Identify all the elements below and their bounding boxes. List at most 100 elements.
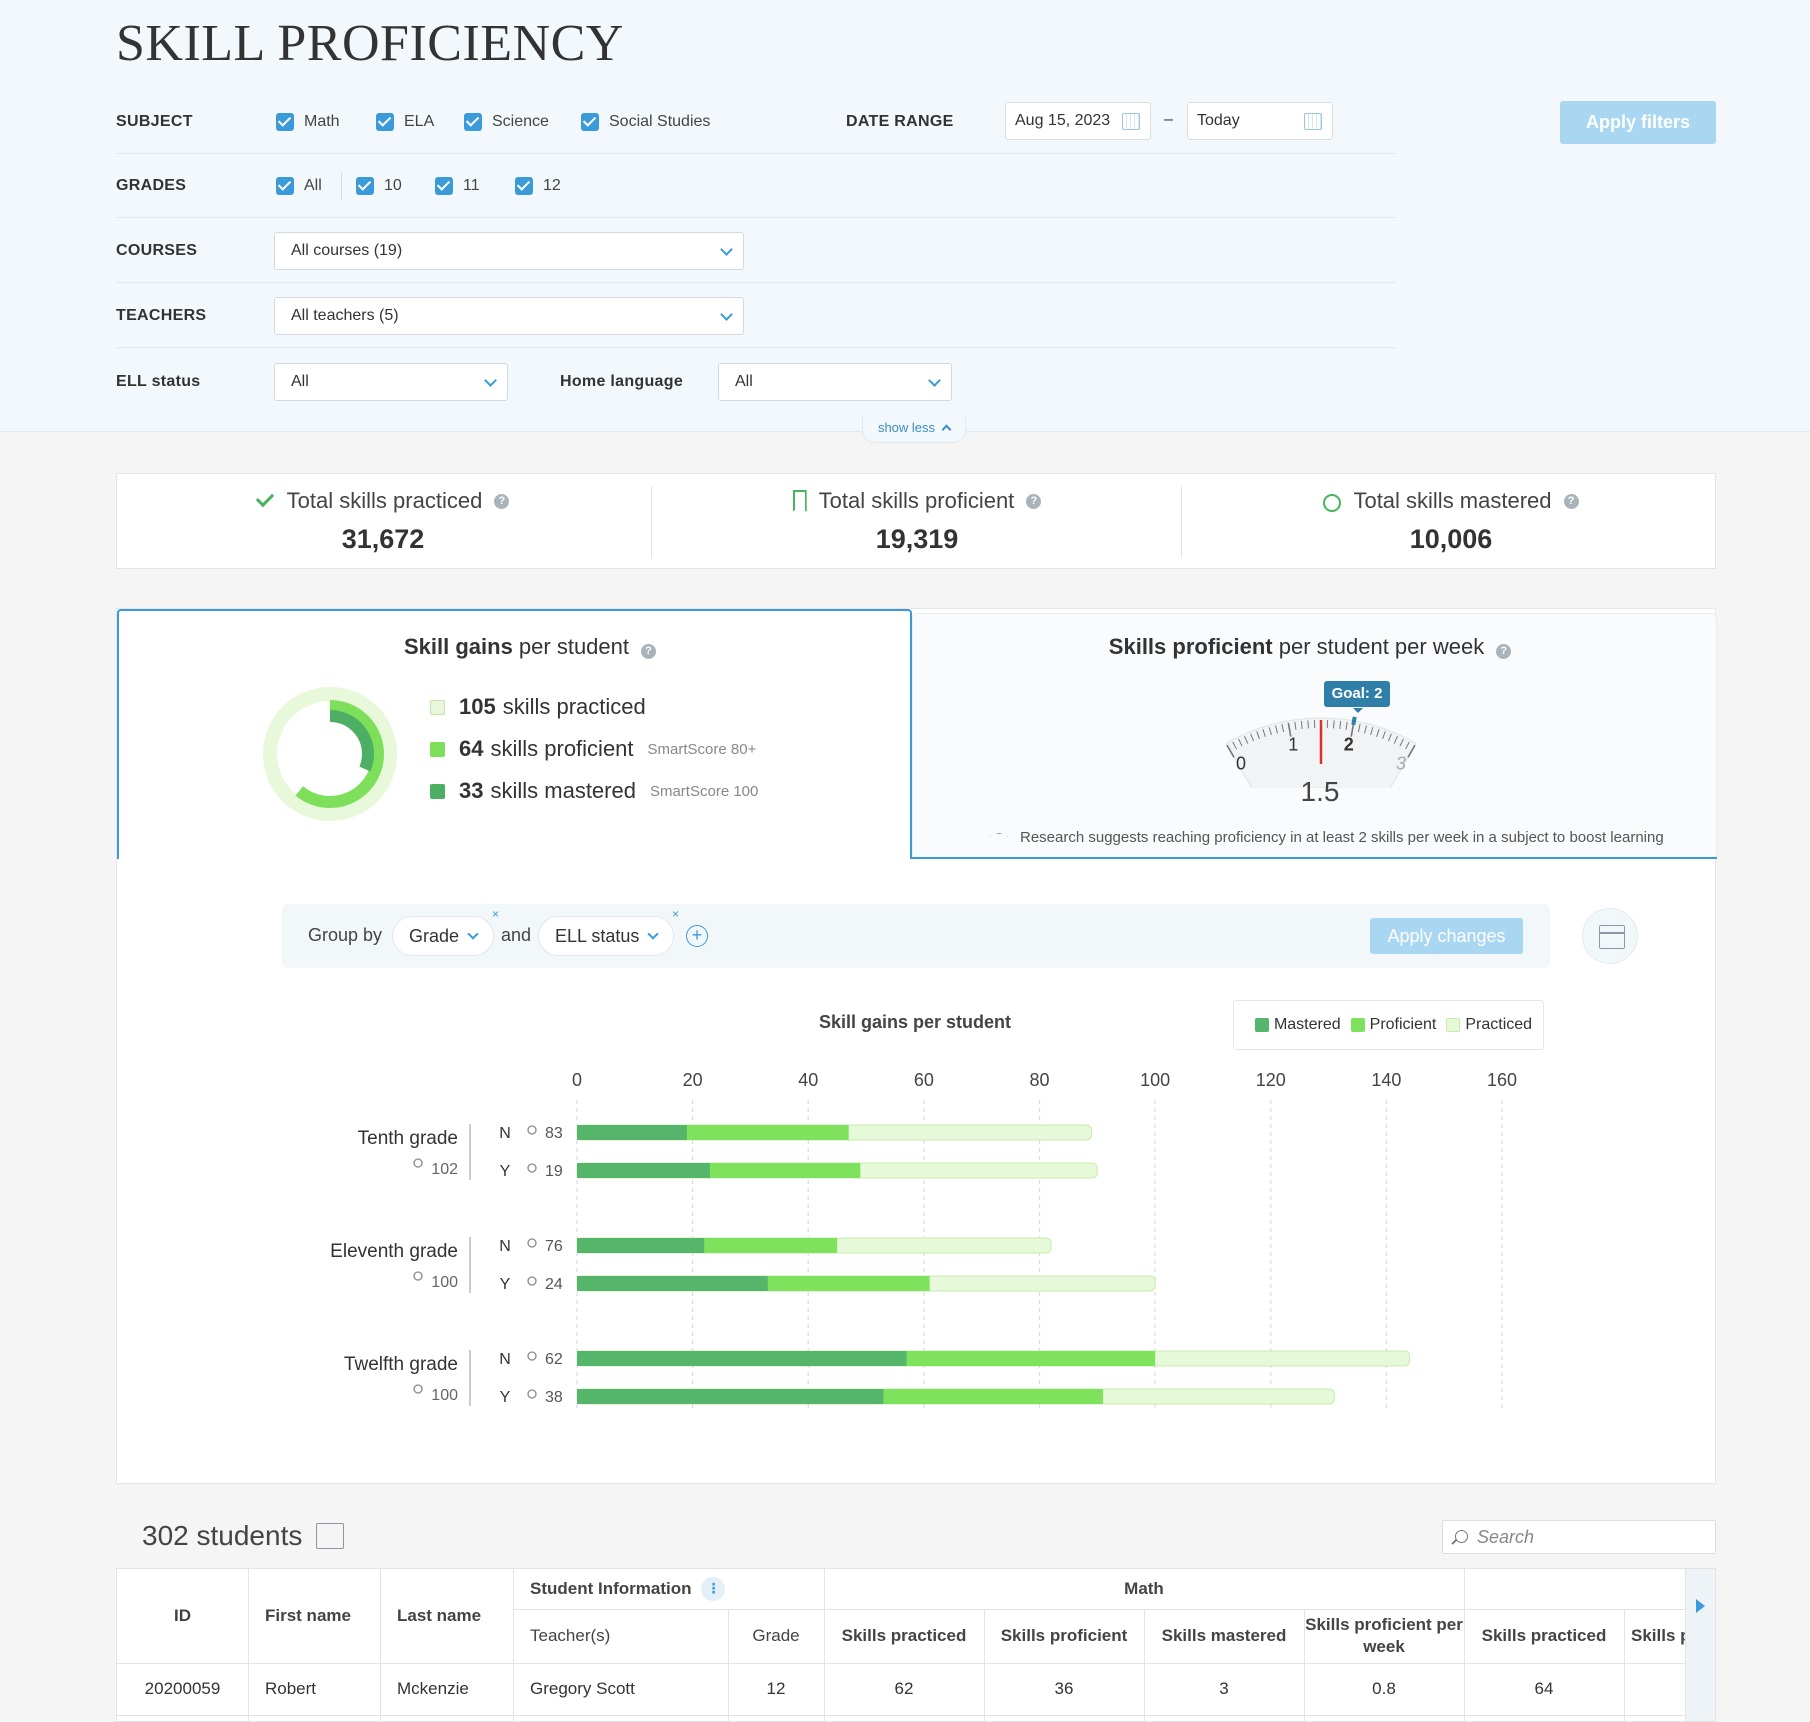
stat-practiced: Total skills practiced? 31,672	[117, 474, 649, 570]
calendar-icon[interactable]	[1122, 113, 1140, 130]
col-proficient-header[interactable]: Skills proficient	[1000, 1626, 1128, 1645]
search-icon	[1455, 1530, 1468, 1543]
row-label: N	[499, 1125, 511, 1142]
calendar-icon[interactable]	[1304, 113, 1322, 130]
grade-11-checkbox[interactable]: 11	[435, 176, 480, 195]
add-group-icon[interactable]: +	[686, 925, 708, 947]
graduation-cap-icon	[990, 832, 1008, 841]
gauge-tick	[1376, 729, 1380, 737]
search-input[interactable]: Search	[1442, 1520, 1716, 1554]
col-first-name-header[interactable]: First name	[265, 1606, 351, 1625]
help-icon[interactable]: ?	[1496, 644, 1512, 659]
group-by-grade-select[interactable]: Grade ×	[392, 907, 499, 956]
check-icon	[255, 488, 274, 508]
checkbox-checked-icon	[464, 112, 482, 131]
grade-10-checkbox[interactable]: 10	[356, 176, 402, 195]
gauge-tick	[1350, 722, 1355, 737]
courses-select[interactable]: All courses (19)	[274, 232, 744, 270]
checkbox-checked-icon	[356, 176, 374, 195]
col-practiced-header[interactable]: Skills practiced	[841, 1626, 967, 1645]
col-practiced2-header[interactable]: Skills practiced	[1481, 1626, 1607, 1645]
col-grade-header[interactable]: Grade	[752, 1626, 800, 1645]
gauge-tick	[1294, 721, 1297, 730]
gauge-tick	[1370, 727, 1374, 736]
gauge-tick	[1250, 733, 1255, 742]
subject-science-checkbox[interactable]: Science	[464, 112, 549, 131]
bar-mastered	[577, 1163, 710, 1178]
col-id-header[interactable]: ID	[174, 1606, 191, 1625]
export-button[interactable]	[1582, 908, 1638, 964]
col-per-week-header[interactable]: Skills proficient per week	[1305, 1615, 1463, 1656]
subject-math-checkbox[interactable]: Math	[276, 112, 340, 131]
teachers-label: TEACHERS	[116, 306, 207, 324]
grade-12-checkbox[interactable]: 12	[515, 176, 561, 195]
row-count: 62	[545, 1351, 563, 1368]
subject-ela-checkbox[interactable]: ELA	[376, 112, 434, 131]
col-teachers-header[interactable]: Teacher(s)	[530, 1626, 611, 1645]
scroll-right-button[interactable]	[1685, 1569, 1715, 1721]
gauge-tick-label: 1	[1288, 734, 1298, 754]
export-table-icon[interactable]	[316, 1523, 345, 1549]
row-label: N	[499, 1238, 511, 1255]
col-mastered-header[interactable]: Skills mastered	[1161, 1626, 1287, 1645]
x-tick-label: 160	[1487, 1070, 1517, 1090]
donut-arc-mastered	[286, 710, 374, 798]
show-less-toggle[interactable]: show less	[862, 417, 966, 443]
row-label: N	[499, 1351, 511, 1368]
x-tick-label: 140	[1371, 1070, 1401, 1090]
apply-filters-button[interactable]: Apply filters	[1560, 101, 1716, 144]
col-last-name-header[interactable]: Last name	[397, 1606, 482, 1625]
home-language-select[interactable]: All	[718, 363, 952, 401]
grades-label: GRADES	[116, 176, 187, 194]
gauge-tick	[1262, 729, 1266, 737]
gauge-value: 1.5	[1300, 776, 1340, 807]
group-by-ell-select[interactable]: ELL status ×	[538, 907, 679, 956]
chevron-down-icon	[484, 374, 497, 387]
students-table: ID First name Last name Student Informat…	[116, 1568, 1716, 1722]
swatch-mastered	[1254, 1018, 1269, 1032]
col-cut-header[interactable]: Skills p	[1631, 1626, 1685, 1645]
help-icon[interactable]: ?	[641, 644, 656, 659]
cell-grade: 12	[766, 1679, 786, 1698]
student-info-header: Student Information ⋮	[530, 1569, 726, 1609]
gauge-tick	[1407, 744, 1416, 758]
per-week-gauge: 0 1 2 3	[1225, 716, 1417, 788]
apple-icon	[1323, 494, 1342, 512]
checkbox-checked-icon	[435, 176, 453, 195]
gauge-tick	[1393, 736, 1398, 744]
date-start-input[interactable]: Aug 15, 2023	[1005, 102, 1151, 140]
date-end-input[interactable]: Today	[1187, 102, 1333, 140]
help-icon[interactable]: ?	[1563, 493, 1579, 509]
help-icon[interactable]: ?	[1026, 493, 1042, 509]
help-icon[interactable]: ?	[494, 493, 510, 509]
chart-legend: Mastered Proficient Practiced	[1233, 1000, 1544, 1050]
swatch-proficient	[1350, 1018, 1365, 1032]
cell-first-name: Robert	[265, 1679, 317, 1698]
gauge-tick	[1268, 727, 1272, 736]
checkbox-checked-icon	[581, 112, 599, 131]
home-language-label: Home language	[560, 373, 684, 390]
swatch-practiced	[430, 699, 445, 715]
checkbox-checked-icon	[276, 176, 294, 195]
tab-skill-gains[interactable]	[117, 609, 912, 859]
per-week-title: Skills proficient per student per week?	[1000, 634, 1620, 660]
gauge-tick-label: 3	[1396, 753, 1406, 773]
subject-social-studies-checkbox[interactable]: Social Studies	[581, 112, 710, 131]
gauge-tick	[1238, 738, 1243, 747]
teachers-select[interactable]: All teachers (5)	[274, 297, 744, 335]
person-icon	[527, 1163, 537, 1173]
checkbox-checked-icon	[376, 112, 394, 131]
person-icon	[527, 1238, 537, 1248]
remove-icon[interactable]: ×	[671, 907, 679, 921]
teachers-row: TEACHERS All teachers (5)	[116, 284, 1396, 348]
apply-changes-button[interactable]: Apply changes	[1370, 918, 1523, 954]
remove-icon[interactable]: ×	[491, 907, 499, 921]
ell-select[interactable]: All	[274, 363, 508, 401]
cell-practiced2: 64	[1534, 1679, 1554, 1698]
cell-per-week: 0.8	[1372, 1679, 1396, 1698]
tab-underline	[912, 857, 1717, 859]
more-options-icon[interactable]: ⋮	[701, 1577, 726, 1601]
x-tick-label: 40	[798, 1070, 818, 1090]
grade-all-checkbox[interactable]: All	[276, 176, 322, 195]
research-note: Research suggests reaching proficiency i…	[990, 829, 1670, 846]
